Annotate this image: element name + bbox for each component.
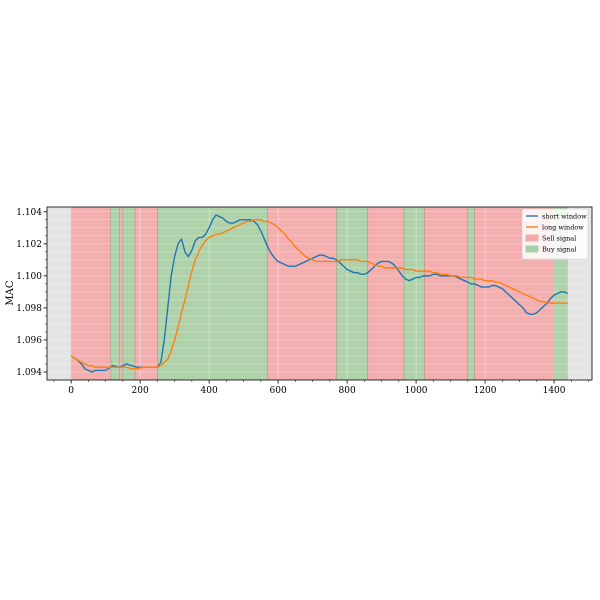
x-tick-label: 400 xyxy=(201,386,218,396)
x-tick-label: 1200 xyxy=(474,386,497,396)
signal-regions xyxy=(70,207,568,380)
buy-signal-region-3 xyxy=(122,207,135,380)
buy-signal-region-5 xyxy=(157,207,268,380)
x-axis: 0 200 400 600 800 1000 1200 1400 xyxy=(53,380,589,396)
y-tick-label: 1.094 xyxy=(16,368,42,378)
buy-signal-region-9 xyxy=(404,207,425,380)
y-tick-label: 1.104 xyxy=(16,208,42,218)
x-tick-label: 800 xyxy=(339,386,356,396)
series-lines xyxy=(70,214,569,373)
sell-signal-region-2 xyxy=(119,207,123,380)
sell-signal-region-8 xyxy=(367,207,405,380)
x-tick-label: 0 xyxy=(68,386,74,396)
plot-frame xyxy=(46,206,593,381)
buy-signal-region-1 xyxy=(110,207,120,380)
legend-swatch xyxy=(525,234,539,242)
x-tick-label: 200 xyxy=(132,386,149,396)
sell-signal-region-10 xyxy=(424,207,468,380)
y-axis: 1.094 1.096 1.098 1.100 1.102 1.104 xyxy=(16,208,47,378)
x-tick-label: 600 xyxy=(270,386,287,396)
y-tick-label: 1.098 xyxy=(16,304,42,314)
sell-signal-region-0 xyxy=(71,207,111,380)
legend-label: long window xyxy=(542,223,584,231)
grid xyxy=(47,207,592,380)
series-line-long-window xyxy=(70,219,568,370)
sell-signal-region-4 xyxy=(134,207,158,380)
legend-swatch xyxy=(525,245,539,253)
x-tick-label: 1000 xyxy=(405,386,428,396)
y-axis-label: MAC xyxy=(5,280,16,305)
x-tick-label: 1400 xyxy=(543,386,566,396)
plot-area xyxy=(47,207,592,380)
legend-label: Sell signal xyxy=(542,234,576,242)
legend-label: short window xyxy=(542,212,587,220)
y-tick-label: 1.096 xyxy=(16,336,42,346)
legend-label: Buy signal xyxy=(542,245,576,253)
buy-signal-region-7 xyxy=(336,207,368,380)
y-tick-label: 1.100 xyxy=(16,272,42,282)
buy-signal-region-11 xyxy=(467,207,475,380)
series-line-short-window xyxy=(70,214,569,373)
y-tick-label: 1.102 xyxy=(16,240,42,250)
legend: short window long window Sell signal Buy si… xyxy=(521,208,589,260)
